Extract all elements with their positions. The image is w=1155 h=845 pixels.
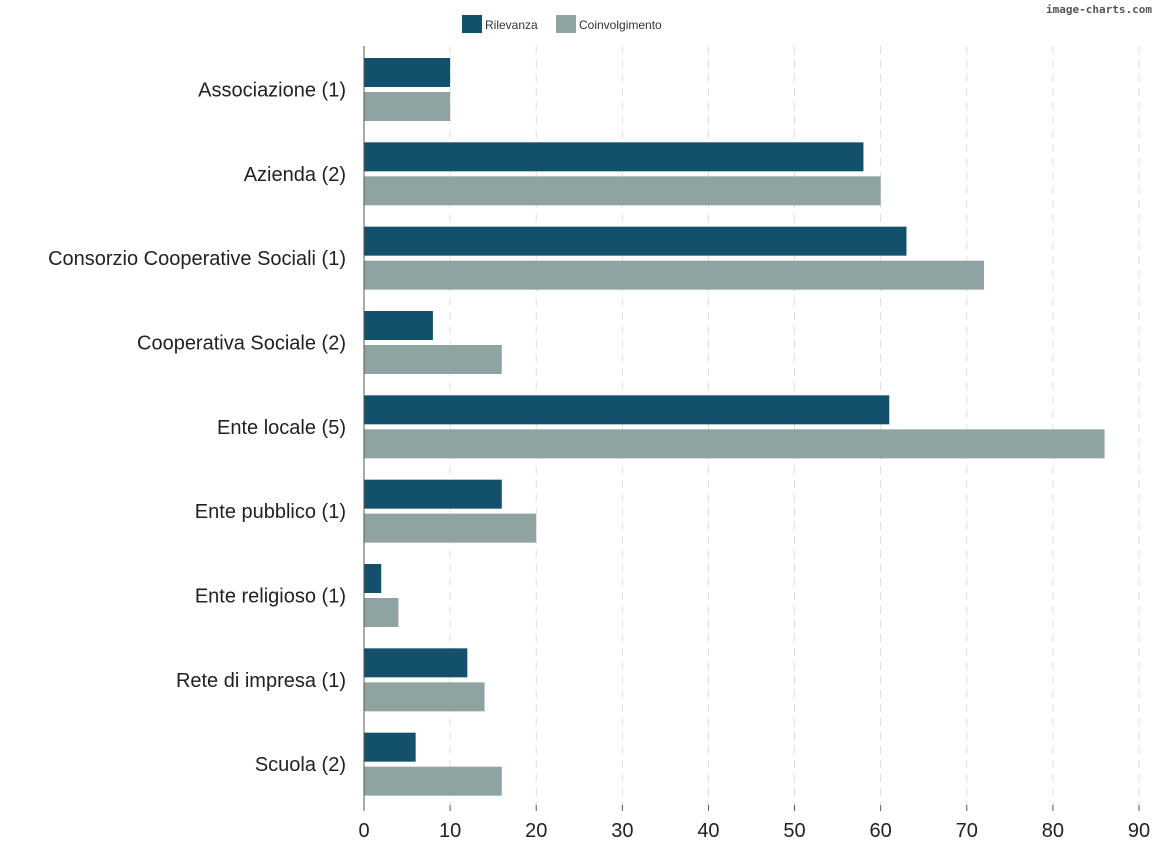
- x-tick-label: 30: [611, 820, 633, 842]
- x-tick-label: 50: [783, 820, 805, 842]
- category-label: Scuola (2): [255, 754, 346, 776]
- x-tick-label: 0: [358, 820, 369, 842]
- legend-swatch-rilevanza: [462, 15, 482, 33]
- bar-coinvolgimento: [364, 176, 881, 206]
- bar-rilevanza: [364, 58, 451, 87]
- bar-rilevanza: [364, 395, 890, 425]
- bar-coinvolgimento: [364, 513, 537, 543]
- category-label: Ente religioso (1): [195, 586, 346, 608]
- bar-coinvolgimento: [364, 598, 399, 627]
- category-label: Associazione (1): [198, 80, 346, 102]
- category-label: Ente pubblico (1): [195, 501, 346, 523]
- watermark: image-charts.com: [1046, 3, 1152, 16]
- x-axis-ticks: 0 10 20 30 40 50 60 70 80 90: [358, 805, 1150, 842]
- legend-label-rilevanza: Rilevanza: [485, 18, 538, 32]
- category-label: Ente locale (5): [217, 417, 346, 439]
- x-tick-label: 20: [525, 820, 547, 842]
- category-label: Azienda (2): [244, 164, 346, 186]
- legend-swatch-coinvolgimento: [556, 15, 576, 33]
- x-tick-label: 70: [956, 820, 978, 842]
- bar-rilevanza: [364, 479, 502, 509]
- bar-rilevanza: [364, 732, 416, 762]
- x-tick-label: 10: [439, 820, 461, 842]
- bar-rilevanza: [364, 648, 468, 678]
- bar-rilevanza: [364, 142, 864, 172]
- category-label: Rete di impresa (1): [176, 670, 346, 692]
- bar-coinvolgimento: [364, 345, 502, 374]
- bar-rilevanza: [364, 311, 433, 340]
- bar-rilevanza: [364, 564, 382, 593]
- x-tick-label: 40: [697, 820, 719, 842]
- x-tick-label: 90: [1128, 820, 1150, 842]
- bar-coinvolgimento: [364, 92, 451, 121]
- grid-lines: [449, 46, 1140, 805]
- legend: Rilevanza Coinvolgimento: [462, 15, 662, 33]
- bar-coinvolgimento: [364, 429, 1105, 459]
- x-tick-label: 80: [1042, 820, 1064, 842]
- bar-rilevanza: [364, 226, 907, 256]
- legend-label-coinvolgimento: Coinvolgimento: [579, 18, 662, 32]
- category-label: Cooperativa Sociale (2): [137, 333, 346, 355]
- category-label: Consorzio Cooperative Sociali (1): [48, 248, 346, 270]
- category-labels: Associazione (1) Azienda (2) Consorzio Coo…: [48, 80, 346, 777]
- bar-coinvolgimento: [364, 766, 502, 796]
- bars: [364, 58, 1105, 796]
- bar-coinvolgimento: [364, 682, 485, 712]
- bar-coinvolgimento: [364, 260, 984, 290]
- x-tick-label: 60: [870, 820, 892, 842]
